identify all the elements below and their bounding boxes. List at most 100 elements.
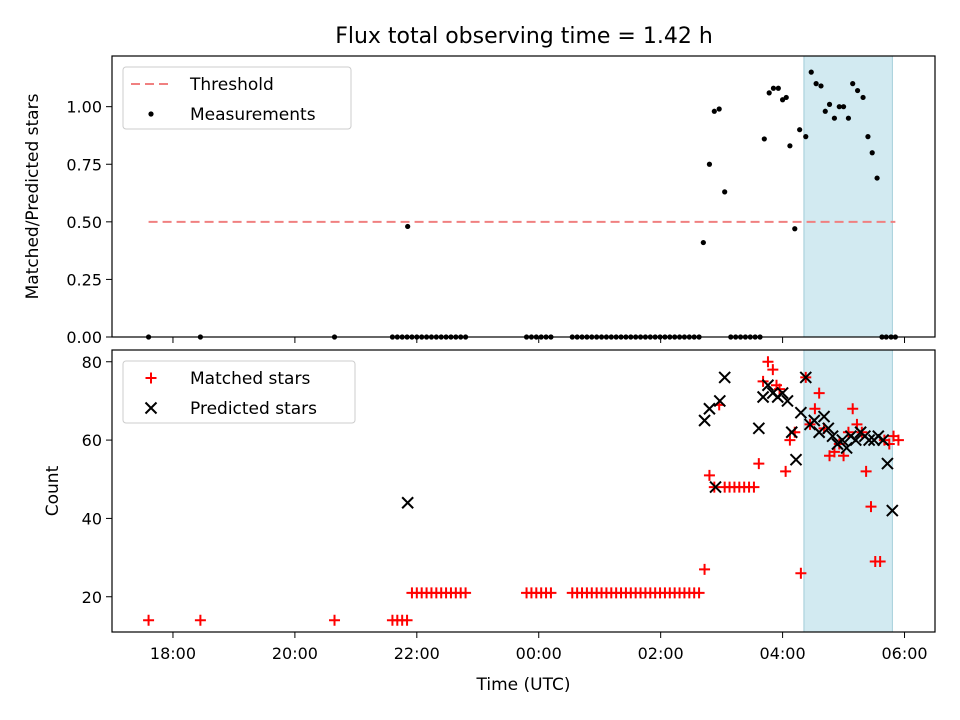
matched-star-marker — [892, 434, 904, 446]
y-tick-label: 80 — [82, 353, 102, 372]
top-panel: 0.00 0.25 0.50 0.75 1.00 Matched/Predicted s… — [23, 55, 936, 347]
x-tick-label: 06:00 — [881, 644, 927, 663]
legend-label: Measurements — [190, 105, 316, 125]
y-tick-label: 1.00 — [66, 98, 102, 117]
legend-measurement-swatch — [148, 111, 154, 117]
x-axis-label: Time (UTC) — [476, 675, 571, 695]
matched-star-marker — [780, 465, 792, 477]
measurement-point — [797, 127, 803, 133]
measurement-point — [711, 108, 717, 114]
measurement-point — [775, 85, 781, 91]
x-tick-label: 00:00 — [516, 644, 562, 663]
top-y-ticks: 0.00 0.25 0.50 0.75 1.00 — [66, 98, 112, 347]
matched-star-marker — [767, 364, 779, 376]
matched-star-marker — [860, 465, 872, 477]
predicted-star-marker — [826, 429, 839, 443]
legend-label: Predicted stars — [190, 399, 317, 419]
matched-star-marker — [795, 567, 807, 579]
predicted-star-marker — [718, 371, 731, 384]
predicted-star-marker — [849, 433, 862, 447]
top-axes-frame — [111, 55, 936, 338]
matched-star-marker — [762, 356, 774, 368]
legend-matched-swatch — [145, 372, 157, 384]
matched-star-marker — [847, 403, 859, 415]
bottom-y-axis-label: Count — [43, 465, 63, 516]
bottom-y-ticks: 20 40 60 80 — [82, 353, 112, 607]
matched-star-marker — [874, 556, 886, 567]
measurement-point — [813, 81, 819, 87]
x-tick-label: 18:00 — [150, 644, 196, 663]
predicted-star-marker — [881, 457, 894, 470]
measurement-point — [840, 104, 847, 110]
measurement-point — [831, 115, 838, 121]
predicted-star-marker — [836, 433, 849, 447]
bottom-x-ticks: 18:00 20:00 22:00 00:00 02:00 04:00 06:00 — [150, 632, 928, 663]
measurement-point — [766, 90, 772, 96]
predicted-star-marker — [761, 379, 775, 392]
predicted-star-marker — [752, 422, 766, 435]
matched-star-marker — [883, 438, 895, 450]
x-tick-label: 04:00 — [760, 644, 806, 663]
legend-label: Matched stars — [190, 369, 310, 389]
predicted-star-marker — [808, 414, 821, 427]
measurement-point — [865, 134, 871, 140]
legend-label: Threshold — [189, 75, 274, 95]
chart-title: Flux total observing time = 1.42 h — [335, 24, 713, 49]
predicted-star-marker — [401, 496, 414, 509]
matched-star-marker — [401, 614, 413, 626]
measurement-point — [716, 106, 722, 112]
measurement-point — [722, 189, 728, 195]
predicted-star-marker — [756, 390, 770, 404]
y-tick-label: 0.75 — [66, 155, 102, 174]
bottom-marks — [143, 356, 904, 626]
matched-star-marker — [842, 426, 854, 438]
top-y-axis-label: Matched/Predicted stars — [23, 93, 43, 299]
matched-star-marker — [784, 434, 796, 446]
top-x-ticks — [172, 337, 906, 343]
matched-star-marker — [703, 469, 715, 481]
matched-star-marker — [460, 587, 472, 599]
predicted-star-marker — [799, 371, 812, 384]
bottom-axes-frame — [111, 349, 936, 633]
matched-star-marker — [329, 614, 341, 626]
legend-box — [122, 66, 352, 130]
predicted-star-marker — [876, 433, 890, 447]
measurement-point — [874, 175, 880, 181]
bottom-legend: Matched stars Predicted stars — [122, 360, 356, 424]
top-legend: Threshold Measurements — [122, 66, 352, 130]
measurement-point — [783, 94, 789, 101]
measurement-point — [826, 101, 833, 107]
matched-star-marker — [753, 458, 765, 470]
measurement-point — [836, 104, 842, 110]
predicted-star-marker — [789, 453, 803, 466]
y-tick-label: 0.00 — [66, 328, 102, 347]
measurement-point — [792, 226, 798, 232]
measurement-point — [860, 94, 866, 101]
matched-star-marker — [143, 614, 155, 626]
matched-star-marker — [809, 403, 821, 415]
x-tick-label: 20:00 — [272, 644, 318, 663]
y-tick-label: 60 — [82, 431, 102, 450]
measurement-point — [845, 115, 852, 121]
matched-star-marker — [748, 481, 760, 493]
predicted-star-marker — [886, 504, 899, 517]
measurement-point — [706, 161, 713, 167]
matched-star-marker — [865, 501, 877, 513]
predicted-star-marker — [794, 406, 808, 419]
measurement-point — [405, 223, 411, 230]
measurement-point — [787, 143, 793, 149]
measurement-point — [850, 81, 856, 87]
measurement-point — [869, 150, 875, 156]
predicted-star-marker — [709, 480, 722, 494]
y-tick-label: 40 — [82, 509, 102, 528]
measurement-point — [803, 134, 809, 140]
predicted-star-marker — [713, 394, 727, 408]
measurement-point — [761, 136, 767, 142]
predicted-star-marker — [703, 402, 716, 415]
y-tick-label: 0.25 — [66, 270, 102, 289]
predicted-star-marker — [698, 414, 711, 427]
x-tick-label: 02:00 — [638, 644, 684, 663]
bottom-panel: 20 40 60 80 18:00 20:00 22:00 00:00 02:00 04:00 0… — [43, 349, 936, 695]
predicted-star-marker — [812, 426, 826, 439]
